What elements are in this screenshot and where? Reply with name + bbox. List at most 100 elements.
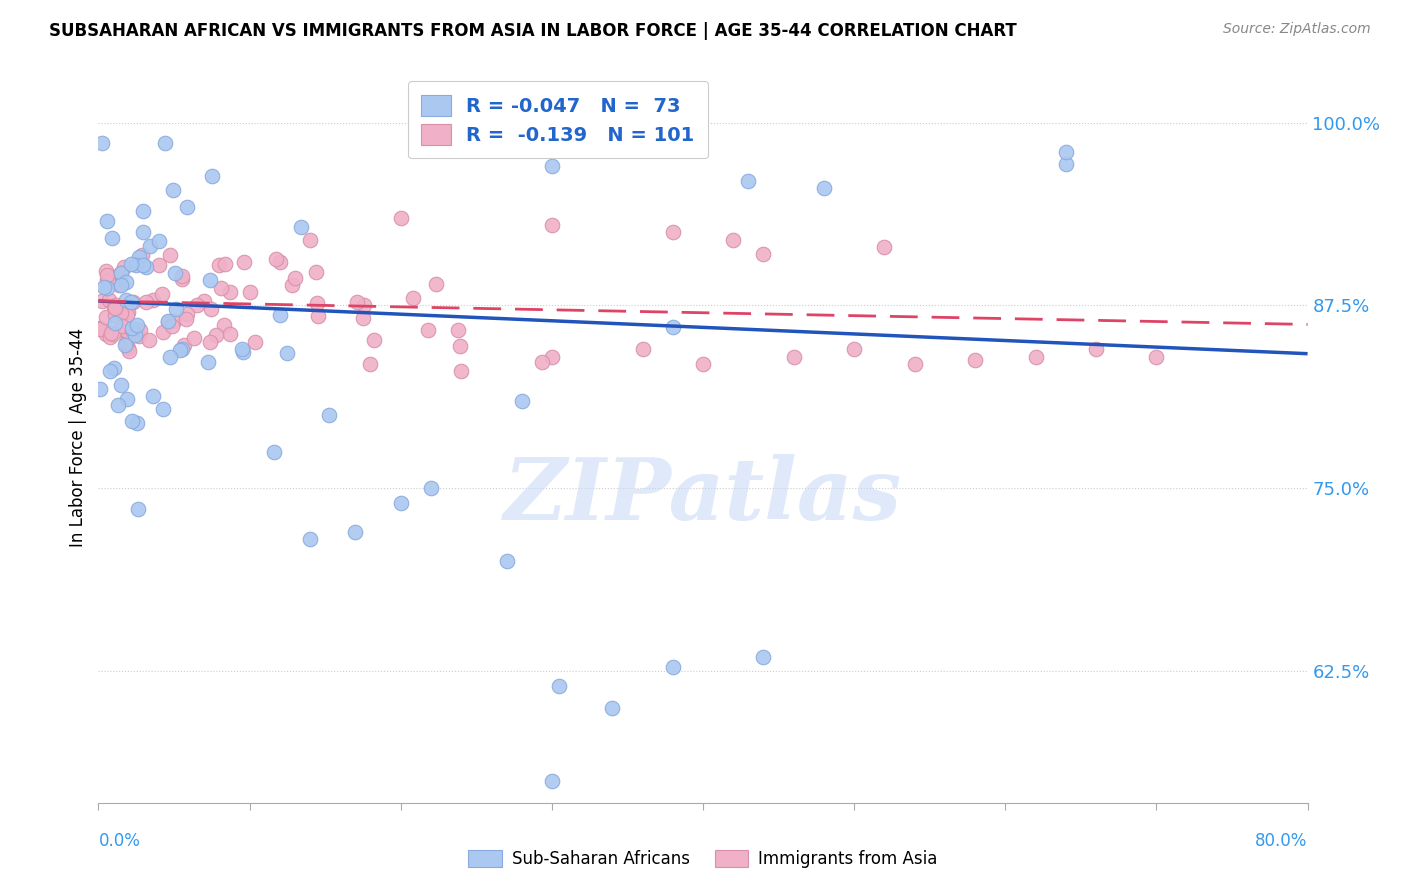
Point (661, 659, 683, 673)
Point (299, 233, 322, 247)
Point (128, 328, 150, 343)
Point (159, 351, 181, 365)
Point (844, 343, 866, 357)
Point (156, 313, 179, 327)
Point (193, 294, 215, 309)
Point (163, 314, 186, 328)
Point (183, 331, 205, 345)
Point (420, 481, 443, 495)
Point (152, 401, 174, 416)
Text: SUBSAHARAN AFRICAN VS IMMIGRANTS FROM ASIA IN LABOR FORCE | AGE 35-44 CORRELATIO: SUBSAHARAN AFRICAN VS IMMIGRANTS FROM AS… (49, 22, 1017, 40)
Point (98, 293, 121, 307)
Point (111, 318, 134, 333)
Point (124, 258, 146, 272)
Point (402, 291, 425, 305)
Point (783, 350, 806, 364)
Text: Source: ZipAtlas.com: Source: ZipAtlas.com (1223, 22, 1371, 37)
Point (129, 323, 152, 337)
Point (269, 254, 291, 268)
Point (104, 297, 127, 311)
Point (198, 334, 221, 349)
Point (353, 297, 375, 311)
Point (103, 361, 125, 376)
Point (201, 169, 224, 183)
Point (169, 343, 191, 358)
Point (100, 326, 122, 341)
Point (124, 328, 146, 343)
Point (219, 326, 242, 341)
Point (723, 233, 745, 247)
Point (540, 218, 562, 232)
Point (135, 260, 157, 274)
Point (307, 309, 329, 323)
Point (416, 323, 439, 337)
Point (100, 364, 122, 378)
Point (198, 273, 221, 287)
Point (156, 315, 179, 329)
Point (449, 339, 471, 353)
Point (360, 357, 382, 371)
Point (174, 312, 197, 326)
Point (243, 335, 266, 350)
Point (117, 331, 139, 345)
Point (104, 317, 127, 331)
Point (89, 382, 111, 396)
Point (110, 377, 132, 392)
Point (115, 308, 138, 322)
Point (1054, 156, 1077, 170)
Point (112, 260, 135, 274)
Point (96, 264, 118, 278)
Y-axis label: In Labor Force | Age 35-44: In Labor Force | Age 35-44 (69, 327, 87, 547)
Point (142, 293, 165, 307)
Point (389, 496, 412, 510)
Point (110, 266, 132, 280)
Point (121, 294, 143, 309)
Point (231, 343, 253, 357)
Point (135, 295, 157, 310)
Point (1054, 145, 1077, 159)
Point (531, 355, 554, 369)
Point (103, 269, 125, 284)
Point (142, 389, 165, 403)
Point (219, 285, 242, 299)
Point (555, 115, 578, 129)
Point (121, 321, 143, 335)
Point (117, 342, 139, 356)
Point (540, 160, 562, 174)
Point (101, 326, 124, 341)
Point (813, 181, 835, 195)
Point (209, 281, 232, 295)
Point (96, 273, 118, 287)
Point (152, 326, 174, 340)
Point (495, 554, 517, 568)
Point (307, 296, 329, 310)
Point (125, 416, 148, 430)
Point (264, 252, 287, 266)
Point (204, 327, 226, 342)
Point (186, 298, 208, 312)
Point (176, 201, 198, 215)
Point (344, 525, 367, 540)
Point (352, 311, 374, 326)
Point (94, 310, 117, 325)
Point (305, 265, 328, 279)
Point (299, 533, 322, 547)
Point (510, 394, 533, 409)
Point (110, 278, 132, 293)
Point (346, 295, 368, 310)
Point (232, 345, 254, 359)
Point (148, 258, 170, 272)
Point (125, 318, 148, 333)
Point (208, 258, 231, 272)
Point (263, 445, 285, 459)
Point (90, 136, 112, 151)
Point (132, 258, 155, 272)
Point (104, 308, 127, 322)
Point (631, 343, 654, 357)
Point (165, 266, 187, 280)
Point (752, 247, 775, 261)
Point (647, 115, 669, 129)
Point (117, 305, 139, 319)
Legend: R = -0.047   N =  73, R =  -0.139   N = 101: R = -0.047 N = 73, R = -0.139 N = 101 (408, 81, 709, 159)
Point (269, 309, 291, 323)
